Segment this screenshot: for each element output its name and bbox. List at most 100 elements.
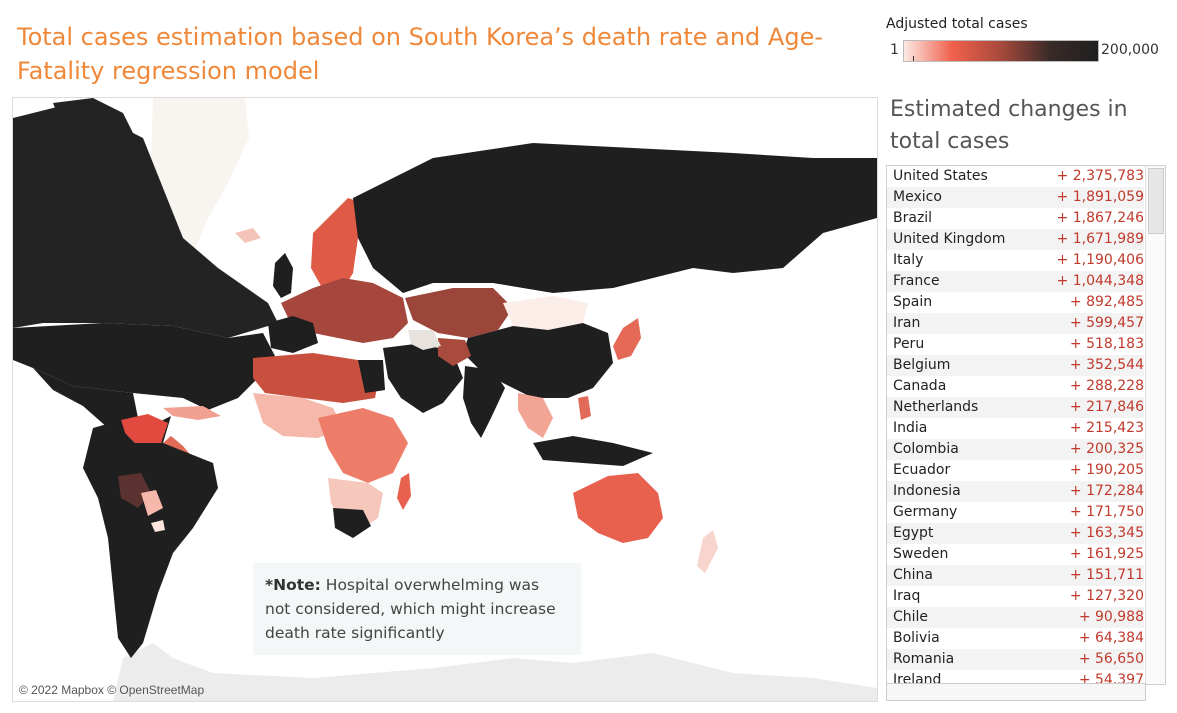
country-name: Colombia bbox=[893, 441, 959, 457]
country-name: Spain bbox=[893, 294, 933, 310]
philippines-shape[interactable] bbox=[578, 396, 591, 420]
list-item[interactable]: Colombia + 200,325 bbox=[887, 439, 1144, 460]
country-name: India bbox=[893, 420, 928, 436]
bolivia-shape[interactable] bbox=[118, 473, 151, 508]
madagascar-shape[interactable] bbox=[397, 473, 411, 510]
country-name: Romania bbox=[893, 651, 955, 667]
australia-shape[interactable] bbox=[573, 473, 663, 543]
country-name: Peru bbox=[893, 336, 925, 352]
legend-gradient-bar bbox=[903, 40, 1099, 62]
legend-max-label: 200,000 bbox=[1101, 42, 1159, 58]
japan-shape[interactable] bbox=[613, 318, 641, 360]
uruguay-shape[interactable] bbox=[151, 520, 165, 532]
side-panel-title: Estimated changes in total cases bbox=[890, 97, 1128, 154]
list-item[interactable]: United States + 2,375,783 bbox=[887, 166, 1144, 187]
list-item[interactable]: Mexico + 1,891,059 bbox=[887, 187, 1144, 208]
case-change-value: + 892,485 bbox=[1069, 294, 1144, 310]
central-africa-shape[interactable] bbox=[318, 408, 408, 483]
indonesia-shape[interactable] bbox=[533, 436, 653, 466]
case-change-value: + 1,671,989 bbox=[1056, 231, 1144, 247]
country-name: Bolivia bbox=[893, 630, 940, 646]
list-item[interactable]: Netherlands + 217,846 bbox=[887, 397, 1144, 418]
case-change-value: + 163,345 bbox=[1069, 525, 1144, 541]
list-item[interactable]: United Kingdom + 1,671,989 bbox=[887, 229, 1144, 250]
list-item[interactable]: Iran + 599,457 bbox=[887, 313, 1144, 334]
note-box: *Note: Hospital overwhelming was not con… bbox=[253, 563, 581, 655]
list-item[interactable]: Egypt + 163,345 bbox=[887, 523, 1144, 544]
list-item[interactable]: Sweden + 161,925 bbox=[887, 544, 1144, 565]
case-change-value: + 1,044,348 bbox=[1056, 273, 1144, 289]
caribbean-shape[interactable] bbox=[163, 406, 221, 420]
color-legend: Adjusted total cases 1 200,000 bbox=[886, 16, 1166, 62]
country-name: Canada bbox=[893, 378, 947, 394]
vertical-scrollbar[interactable] bbox=[1145, 166, 1165, 684]
list-item[interactable]: Chile + 90,988 bbox=[887, 607, 1144, 628]
vertical-scrollbar-thumb[interactable] bbox=[1148, 168, 1164, 234]
russia-shape[interactable] bbox=[353, 143, 877, 293]
case-change-value: + 172,284 bbox=[1069, 483, 1144, 499]
country-name: Italy bbox=[893, 252, 924, 268]
list-item[interactable]: Peru + 518,183 bbox=[887, 334, 1144, 355]
egypt-shape[interactable] bbox=[358, 360, 385, 393]
list-item[interactable]: Indonesia + 172,284 bbox=[887, 481, 1144, 502]
country-name: China bbox=[893, 567, 933, 583]
scandinavia-shape[interactable] bbox=[311, 198, 363, 298]
antarctica-shape[interactable] bbox=[113, 643, 877, 701]
new-zealand-shape[interactable] bbox=[697, 530, 718, 573]
map-attribution[interactable]: © 2022 Mapbox © OpenStreetMap bbox=[19, 683, 205, 697]
turkey-shape[interactable] bbox=[408, 330, 441, 350]
country-name: Chile bbox=[893, 609, 929, 625]
legend-title: Adjusted total cases bbox=[886, 16, 1028, 32]
venezuela-shape[interactable] bbox=[121, 414, 168, 443]
list-item[interactable]: Canada + 288,228 bbox=[887, 376, 1144, 397]
north-africa-shape[interactable] bbox=[253, 353, 381, 403]
list-item[interactable]: India + 215,423 bbox=[887, 418, 1144, 439]
country-name: Ecuador bbox=[893, 462, 951, 478]
arctic-islands-shape[interactable] bbox=[53, 98, 138, 153]
spain-france-shape[interactable] bbox=[268, 316, 318, 353]
south-africa-shape[interactable] bbox=[333, 508, 371, 538]
country-list-panel[interactable]: United States + 2,375,783 Mexico + 1,891,05… bbox=[886, 165, 1166, 685]
list-item[interactable]: Germany + 171,750 bbox=[887, 502, 1144, 523]
list-item[interactable]: Italy + 1,190,406 bbox=[887, 250, 1144, 271]
list-item[interactable]: Iraq + 127,320 bbox=[887, 586, 1144, 607]
list-item[interactable]: China + 151,711 bbox=[887, 565, 1144, 586]
middle-east-shape[interactable] bbox=[383, 343, 463, 413]
case-change-value: + 352,544 bbox=[1069, 357, 1144, 373]
case-change-value: + 190,205 bbox=[1069, 462, 1144, 478]
map-canvas[interactable] bbox=[13, 98, 877, 701]
list-item[interactable]: Ireland + 54,397 bbox=[887, 670, 1144, 684]
country-list[interactable]: United States + 2,375,783 Mexico + 1,891,05… bbox=[887, 166, 1144, 684]
horizontal-scrollbar[interactable] bbox=[886, 683, 1146, 701]
afghanistan-shape[interactable] bbox=[438, 338, 471, 366]
uk-shape[interactable] bbox=[273, 253, 293, 298]
india-shape[interactable] bbox=[463, 366, 505, 438]
country-name: Belgium bbox=[893, 357, 951, 373]
list-item[interactable]: Bolivia + 64,384 bbox=[887, 628, 1144, 649]
greenland-shape[interactable] bbox=[151, 98, 249, 258]
kazakhstan-shape[interactable] bbox=[405, 288, 513, 338]
southeast-asia-shape[interactable] bbox=[518, 393, 553, 438]
case-change-value: + 288,228 bbox=[1069, 378, 1144, 394]
country-name: Egypt bbox=[893, 525, 934, 541]
iceland-shape[interactable] bbox=[235, 228, 261, 243]
case-change-value: + 200,325 bbox=[1069, 441, 1144, 457]
list-item[interactable]: Brazil + 1,867,246 bbox=[887, 208, 1144, 229]
dashboard-title: Total cases estimation based on South Ko… bbox=[17, 23, 823, 85]
list-item[interactable]: Belgium + 352,544 bbox=[887, 355, 1144, 376]
list-item[interactable]: France + 1,044,348 bbox=[887, 271, 1144, 292]
case-change-value: + 217,846 bbox=[1069, 399, 1144, 415]
mongolia-shape[interactable] bbox=[503, 296, 588, 330]
list-item[interactable]: Romania + 56,650 bbox=[887, 649, 1144, 670]
case-change-value: + 64,384 bbox=[1078, 630, 1144, 646]
south-america-shape[interactable] bbox=[83, 420, 218, 658]
china-shape[interactable] bbox=[463, 323, 613, 398]
case-change-value: + 127,320 bbox=[1069, 588, 1144, 604]
world-map[interactable]: *Note: Hospital overwhelming was not con… bbox=[12, 97, 878, 702]
list-item[interactable]: Ecuador + 190,205 bbox=[887, 460, 1144, 481]
paraguay-shape[interactable] bbox=[141, 490, 163, 516]
west-africa-shape[interactable] bbox=[253, 393, 343, 438]
canada-shape[interactable] bbox=[13, 103, 278, 338]
usa-shape[interactable] bbox=[13, 323, 275, 410]
list-item[interactable]: Spain + 892,485 bbox=[887, 292, 1144, 313]
